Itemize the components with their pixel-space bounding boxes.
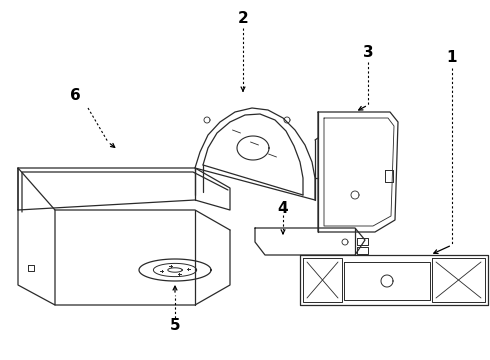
Text: 2: 2 xyxy=(238,10,248,26)
Text: 5: 5 xyxy=(170,318,180,333)
Text: 3: 3 xyxy=(363,45,373,59)
Text: 1: 1 xyxy=(447,50,457,64)
Text: 6: 6 xyxy=(70,87,80,103)
Text: 4: 4 xyxy=(278,201,288,216)
